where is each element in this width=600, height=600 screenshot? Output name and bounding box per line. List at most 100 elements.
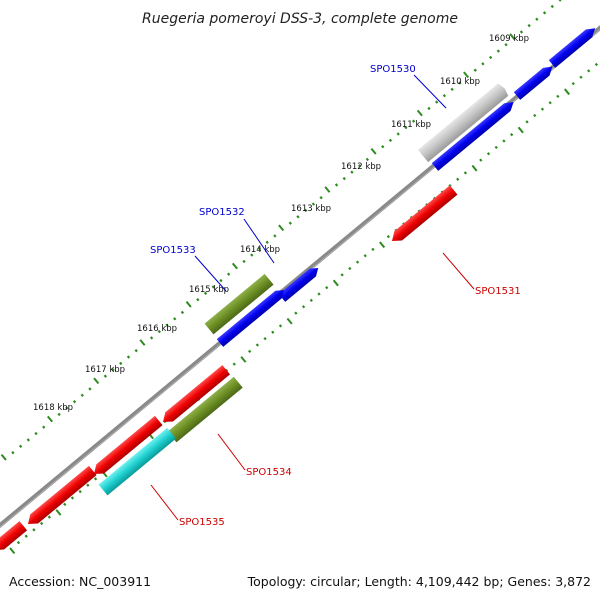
minor-tick bbox=[232, 362, 236, 366]
minor-tick bbox=[435, 100, 439, 104]
minor-tick bbox=[88, 387, 92, 391]
tick-label-1613: 1613 kbp bbox=[291, 204, 331, 214]
minor-tick bbox=[126, 355, 131, 359]
gene-labels: SPO1530 SPO1531 SPO1532 SPO1533 SPO1534 … bbox=[150, 64, 521, 528]
minor-tick bbox=[381, 145, 385, 149]
minor-tick bbox=[365, 157, 369, 162]
gene-feature-red[interactable] bbox=[159, 365, 231, 427]
gene-label-spo1530[interactable]: SPO1530 bbox=[370, 64, 416, 75]
minor-tick bbox=[486, 152, 491, 156]
major-tick bbox=[46, 415, 54, 423]
minor-tick bbox=[157, 329, 161, 334]
minor-tick bbox=[540, 107, 545, 111]
major-tick bbox=[563, 88, 571, 96]
major-tick bbox=[370, 148, 377, 155]
outer-tick-track bbox=[0, 0, 562, 461]
gene-feature-blue[interactable] bbox=[216, 286, 287, 347]
minor-tick bbox=[42, 425, 46, 429]
minor-tick bbox=[386, 234, 390, 239]
minor-tick bbox=[427, 106, 431, 111]
minor-tick bbox=[250, 253, 254, 257]
major-tick bbox=[185, 300, 192, 308]
gene-feature-spo1531[interactable] bbox=[388, 185, 458, 245]
minor-tick bbox=[535, 17, 539, 21]
minor-tick bbox=[288, 221, 292, 225]
minor-tick bbox=[111, 368, 115, 372]
genome-summary-text: Topology: circular; Length: 4,109,442 bp… bbox=[247, 574, 591, 589]
minor-tick bbox=[348, 266, 352, 271]
minor-tick bbox=[242, 259, 246, 264]
major-tick bbox=[93, 377, 100, 385]
minor-tick bbox=[18, 444, 23, 448]
major-tick bbox=[558, 0, 562, 2]
gene-feature-red[interactable] bbox=[0, 521, 28, 554]
minor-tick bbox=[11, 450, 15, 455]
leader-spo1531 bbox=[442, 252, 475, 290]
gene-feature-spo1534[interactable] bbox=[167, 376, 243, 443]
minor-tick bbox=[65, 406, 69, 410]
minor-tick bbox=[527, 23, 531, 28]
minor-tick bbox=[519, 30, 524, 34]
minor-tick bbox=[103, 374, 108, 378]
accession-text: Accession: NC_003911 bbox=[9, 574, 151, 589]
minor-tick bbox=[371, 247, 375, 252]
gene-label-spo1533[interactable]: SPO1533 bbox=[150, 245, 196, 256]
minor-tick bbox=[173, 317, 177, 321]
minor-tick bbox=[311, 202, 316, 206]
minor-tick bbox=[442, 94, 447, 98]
minor-tick bbox=[463, 171, 468, 175]
gene-features bbox=[0, 24, 599, 554]
minor-tick bbox=[587, 69, 591, 73]
gene-label-spo1531[interactable]: SPO1531 bbox=[475, 286, 521, 297]
minor-tick bbox=[450, 87, 454, 91]
minor-tick bbox=[325, 285, 329, 290]
gene-feature-spo1532[interactable] bbox=[278, 264, 322, 302]
minor-tick bbox=[533, 113, 537, 118]
minor-tick bbox=[248, 349, 252, 354]
minor-tick bbox=[24, 534, 28, 538]
gene-label-spo1535[interactable]: SPO1535 bbox=[179, 517, 225, 528]
minor-tick bbox=[509, 132, 514, 137]
gene-feature-spo1530[interactable] bbox=[417, 82, 510, 163]
minor-tick bbox=[263, 336, 267, 341]
gene-label-spo1534[interactable]: SPO1534 bbox=[246, 467, 292, 478]
minor-tick bbox=[556, 94, 560, 99]
inner-tick-track bbox=[9, 62, 599, 555]
minor-tick bbox=[255, 343, 260, 347]
minor-tick bbox=[479, 158, 483, 162]
minor-tick bbox=[411, 119, 416, 123]
minor-tick bbox=[456, 177, 460, 181]
gene-feature-red[interactable] bbox=[90, 415, 163, 479]
tick-label-1609: 1609 kbp bbox=[489, 34, 529, 44]
minor-tick bbox=[294, 311, 298, 315]
minor-tick bbox=[219, 278, 223, 283]
minor-tick bbox=[542, 11, 547, 15]
gene-feature-red[interactable] bbox=[24, 465, 97, 529]
major-tick bbox=[332, 279, 339, 287]
minor-tick bbox=[309, 298, 313, 303]
gene-feature-spo1535[interactable] bbox=[98, 427, 177, 496]
minor-tick bbox=[404, 125, 408, 130]
major-tick bbox=[463, 71, 470, 79]
minor-tick bbox=[63, 502, 67, 507]
gene-feature-blue[interactable] bbox=[548, 24, 599, 68]
minor-tick bbox=[458, 81, 462, 85]
minor-tick bbox=[257, 247, 262, 251]
minor-tick bbox=[357, 164, 362, 168]
gene-feature-blue[interactable] bbox=[431, 98, 517, 171]
major-tick bbox=[379, 241, 386, 249]
major-tick bbox=[55, 509, 62, 516]
minor-tick bbox=[579, 75, 583, 79]
gene-feature-spo1533[interactable] bbox=[204, 273, 274, 335]
gene-feature-blue[interactable] bbox=[513, 63, 556, 100]
minor-tick bbox=[342, 176, 346, 181]
minor-tick bbox=[504, 43, 508, 47]
major-tick bbox=[471, 164, 478, 172]
minor-tick bbox=[39, 521, 44, 526]
minor-tick bbox=[304, 208, 308, 213]
minor-tick bbox=[355, 260, 360, 264]
gene-label-spo1532[interactable]: SPO1532 bbox=[199, 207, 245, 218]
minor-tick bbox=[271, 330, 275, 334]
minor-tick bbox=[26, 438, 30, 442]
